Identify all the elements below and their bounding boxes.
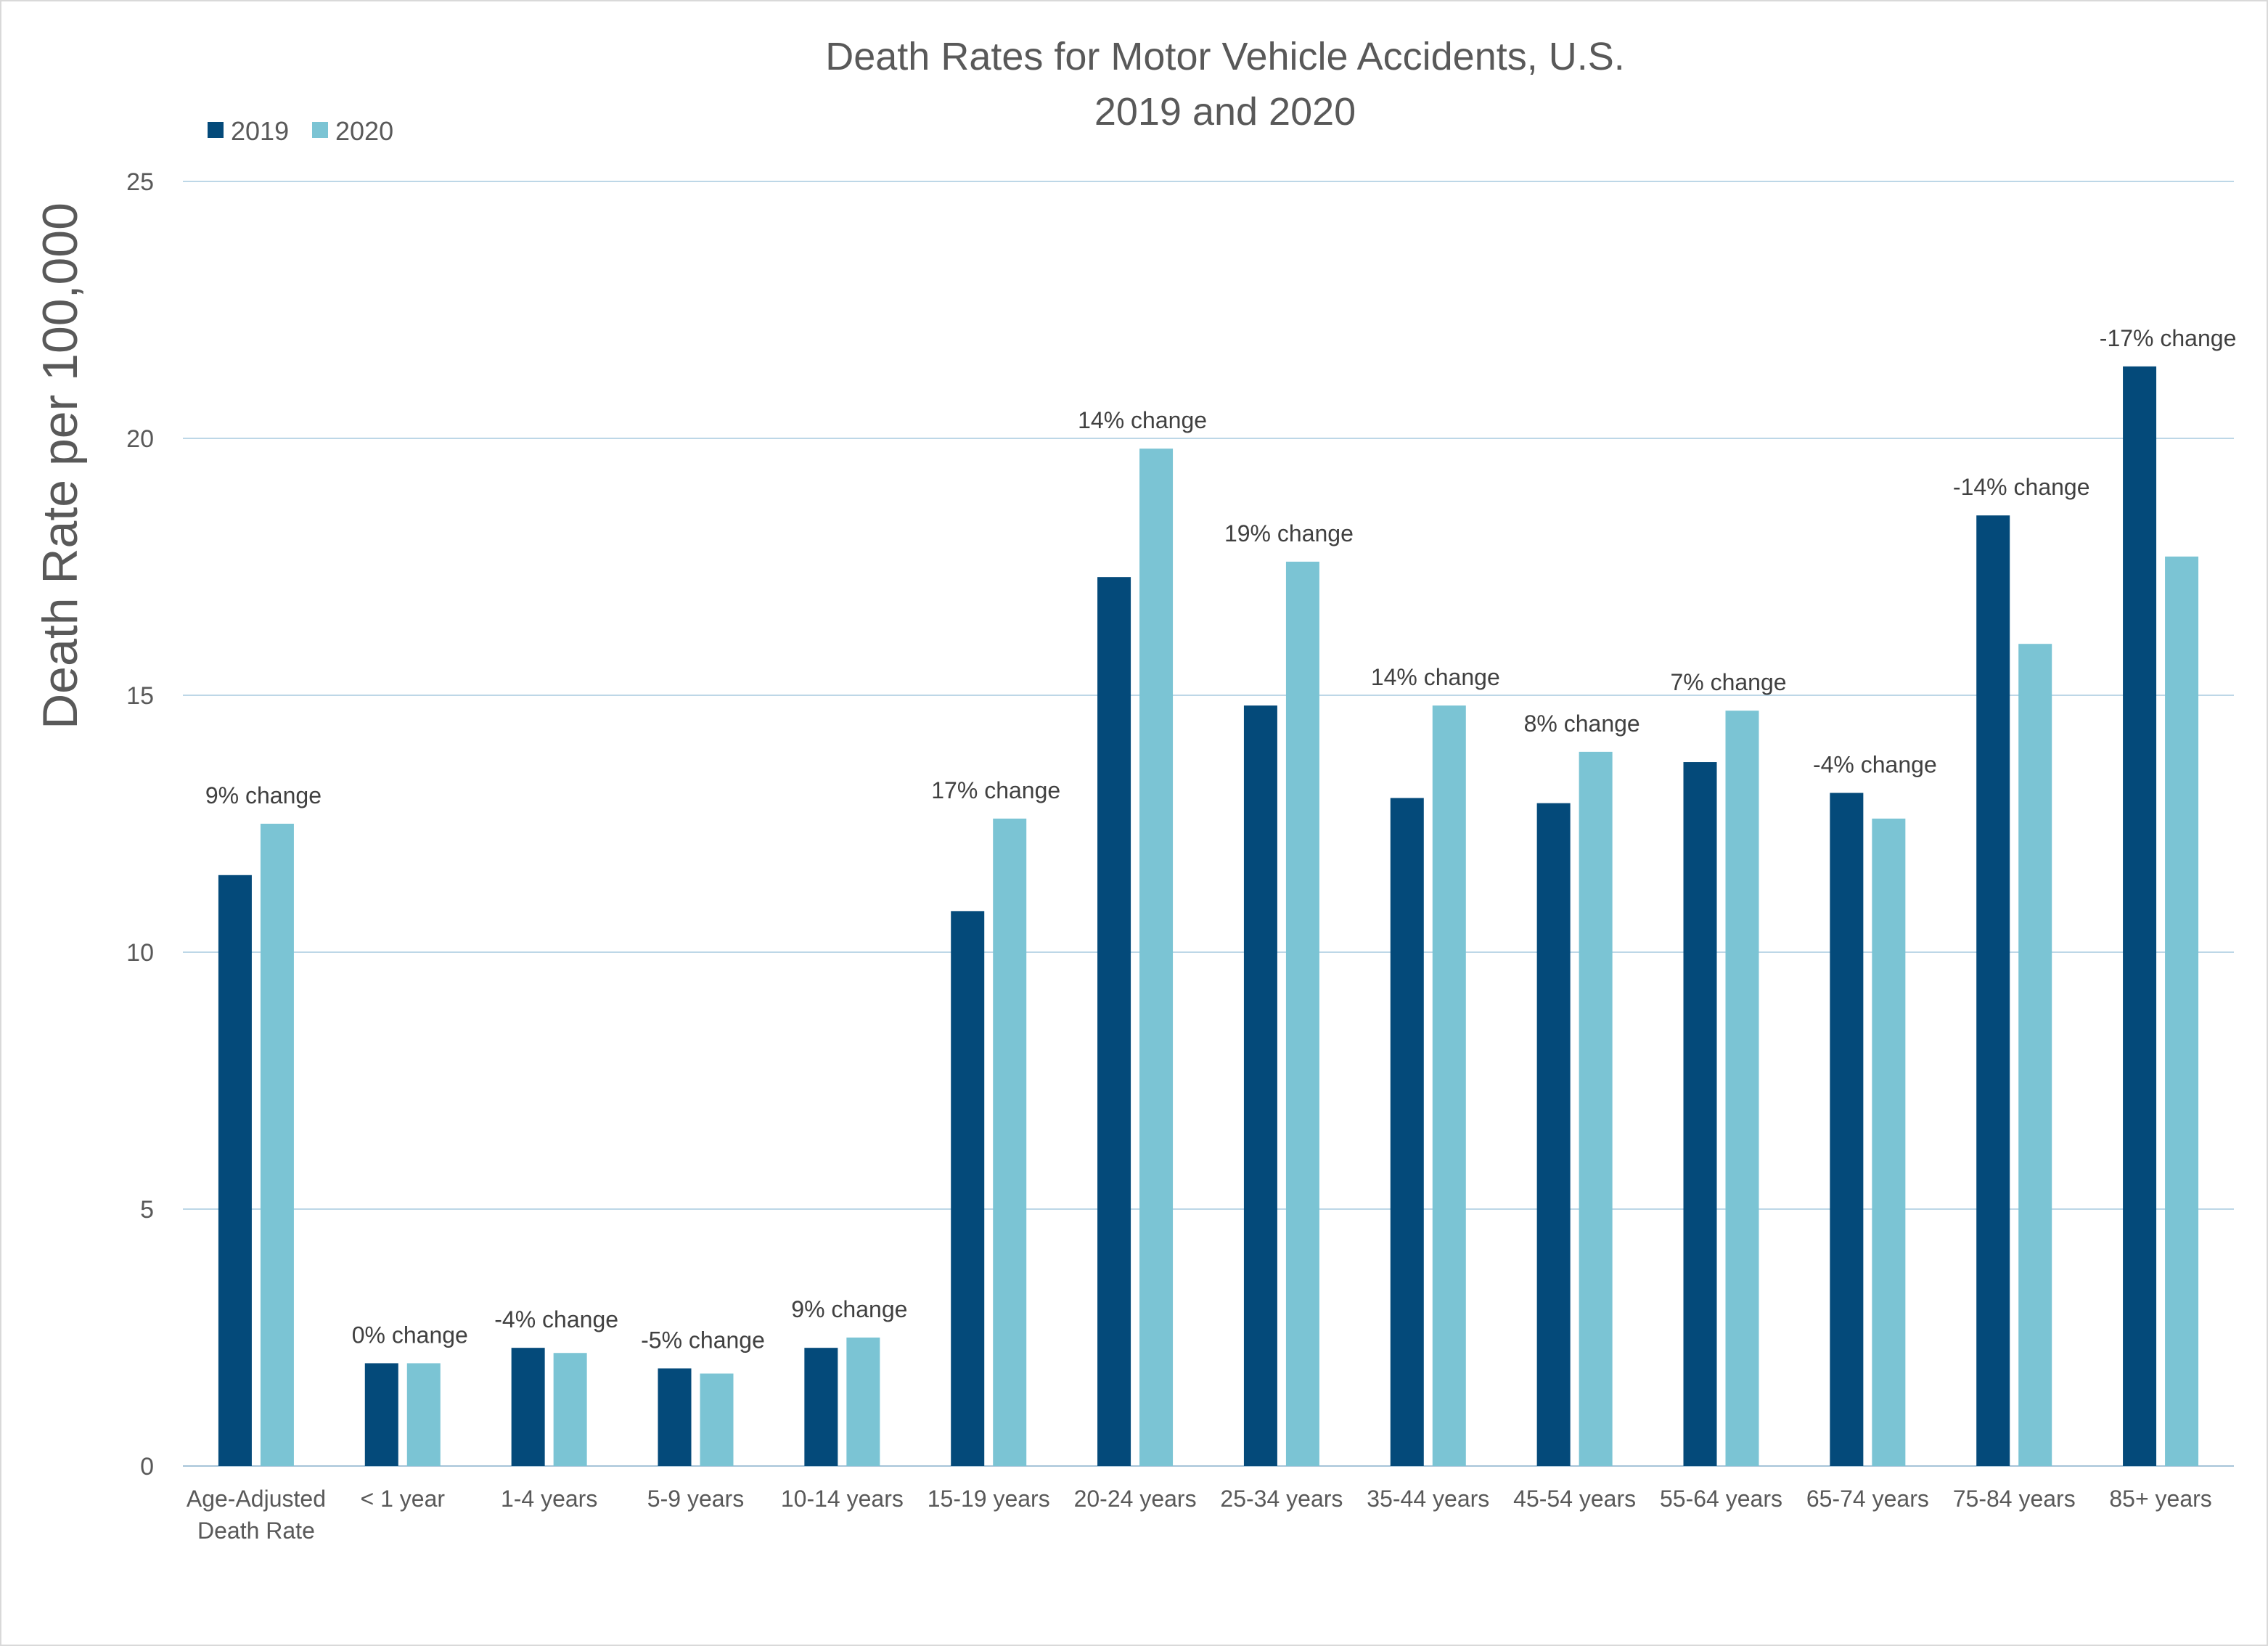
y-tick-label: 15 bbox=[126, 682, 154, 710]
bar-2019 bbox=[2123, 366, 2157, 1466]
bar-2019 bbox=[951, 911, 985, 1466]
x-axis-labels: Age-Adjusted Death Rate < 1 year 1-4 years 5… bbox=[187, 1486, 2212, 1544]
change-annotation: -17% change bbox=[2100, 325, 2237, 351]
x-tick-label: 20-24 years bbox=[1074, 1486, 1197, 1512]
x-tick-label: 45-54 years bbox=[1513, 1486, 1636, 1512]
bar-2019 bbox=[1097, 577, 1131, 1467]
bar-2019 bbox=[1536, 803, 1571, 1466]
bar-2019 bbox=[218, 875, 252, 1466]
y-tick-label: 20 bbox=[126, 425, 154, 453]
bar-2020 bbox=[1872, 818, 1906, 1466]
x-tick-label: Age-Adjusted Death Rate bbox=[187, 1486, 326, 1544]
y-axis-ticks: 0 5 10 15 20 25 bbox=[126, 168, 154, 1481]
bar-2020 bbox=[553, 1353, 587, 1466]
change-annotation: 17% change bbox=[931, 777, 1060, 803]
bar-2020 bbox=[2018, 644, 2052, 1467]
change-annotation: 8% change bbox=[1524, 711, 1640, 737]
change-annotation: -14% change bbox=[1953, 474, 2090, 500]
y-tick-label: 0 bbox=[140, 1453, 154, 1481]
legend-label: 2019 bbox=[231, 116, 289, 146]
x-tick-label: 85+ years bbox=[2109, 1486, 2211, 1512]
bar-2020 bbox=[1285, 561, 1319, 1467]
change-annotation: 7% change bbox=[1670, 669, 1786, 695]
bar-2019 bbox=[364, 1363, 398, 1466]
y-axis-title: Death Rate per 100,000 bbox=[33, 202, 88, 729]
bar-2019 bbox=[1830, 793, 1864, 1466]
y-tick-label: 25 bbox=[126, 168, 154, 196]
bar-2020 bbox=[993, 818, 1027, 1466]
change-annotation: -4% change bbox=[1813, 752, 1937, 778]
bar-2020 bbox=[700, 1373, 734, 1466]
x-tick-label: 15-19 years bbox=[928, 1486, 1050, 1512]
bar-2020 bbox=[1139, 449, 1174, 1467]
bar-2020 bbox=[2165, 556, 2199, 1466]
change-annotation: 9% change bbox=[791, 1296, 907, 1322]
change-annotations: 9% change 0% change -4% change -5% change 9%… bbox=[205, 325, 2236, 1354]
change-annotation: -5% change bbox=[641, 1327, 765, 1353]
change-annotation: 14% change bbox=[1371, 664, 1500, 690]
x-tick-label: 10-14 years bbox=[781, 1486, 904, 1512]
x-tick-label: 55-64 years bbox=[1660, 1486, 1782, 1512]
change-annotation: 0% change bbox=[352, 1322, 468, 1348]
x-tick-label: 1-4 years bbox=[501, 1486, 597, 1512]
bar-2020 bbox=[406, 1363, 441, 1466]
x-tick-label: 35-44 years bbox=[1367, 1486, 1489, 1512]
bars bbox=[218, 366, 2199, 1467]
bar-2019 bbox=[804, 1348, 838, 1466]
change-annotation: 9% change bbox=[205, 782, 322, 808]
bar-2020 bbox=[1432, 705, 1466, 1467]
x-tick-label: 25-34 years bbox=[1220, 1486, 1343, 1512]
chart-title: Death Rates for Motor Vehicle Accidents,… bbox=[825, 35, 1625, 78]
legend-label: 2020 bbox=[335, 116, 393, 146]
change-annotation: 14% change bbox=[1078, 407, 1207, 433]
bar-2020 bbox=[1579, 751, 1613, 1466]
x-tick-label: 65-74 years bbox=[1806, 1486, 1929, 1512]
bar-2020 bbox=[1725, 711, 1759, 1466]
y-tick-label: 10 bbox=[126, 939, 154, 967]
bar-2020 bbox=[260, 824, 294, 1466]
chart-subtitle: 2019 and 2020 bbox=[1094, 90, 1356, 134]
legend: 2019 2020 bbox=[208, 116, 393, 146]
bar-2019 bbox=[658, 1368, 692, 1466]
change-annotation: 19% change bbox=[1224, 520, 1354, 546]
gridlines bbox=[183, 181, 2234, 1467]
bar-2019 bbox=[1976, 515, 2010, 1467]
legend-swatch bbox=[208, 122, 224, 138]
x-tick-label: < 1 year bbox=[361, 1486, 446, 1512]
legend-swatch bbox=[312, 122, 328, 138]
bar-2019 bbox=[1243, 705, 1277, 1467]
bar-2019 bbox=[511, 1348, 545, 1466]
change-annotation: -4% change bbox=[494, 1306, 618, 1332]
bar-2019 bbox=[1390, 798, 1424, 1466]
bar-2020 bbox=[846, 1338, 880, 1466]
x-tick-label: 5-9 years bbox=[647, 1486, 744, 1512]
y-tick-label: 5 bbox=[140, 1196, 154, 1224]
bar-2019 bbox=[1683, 762, 1717, 1466]
x-tick-label: 75-84 years bbox=[1953, 1486, 2076, 1512]
